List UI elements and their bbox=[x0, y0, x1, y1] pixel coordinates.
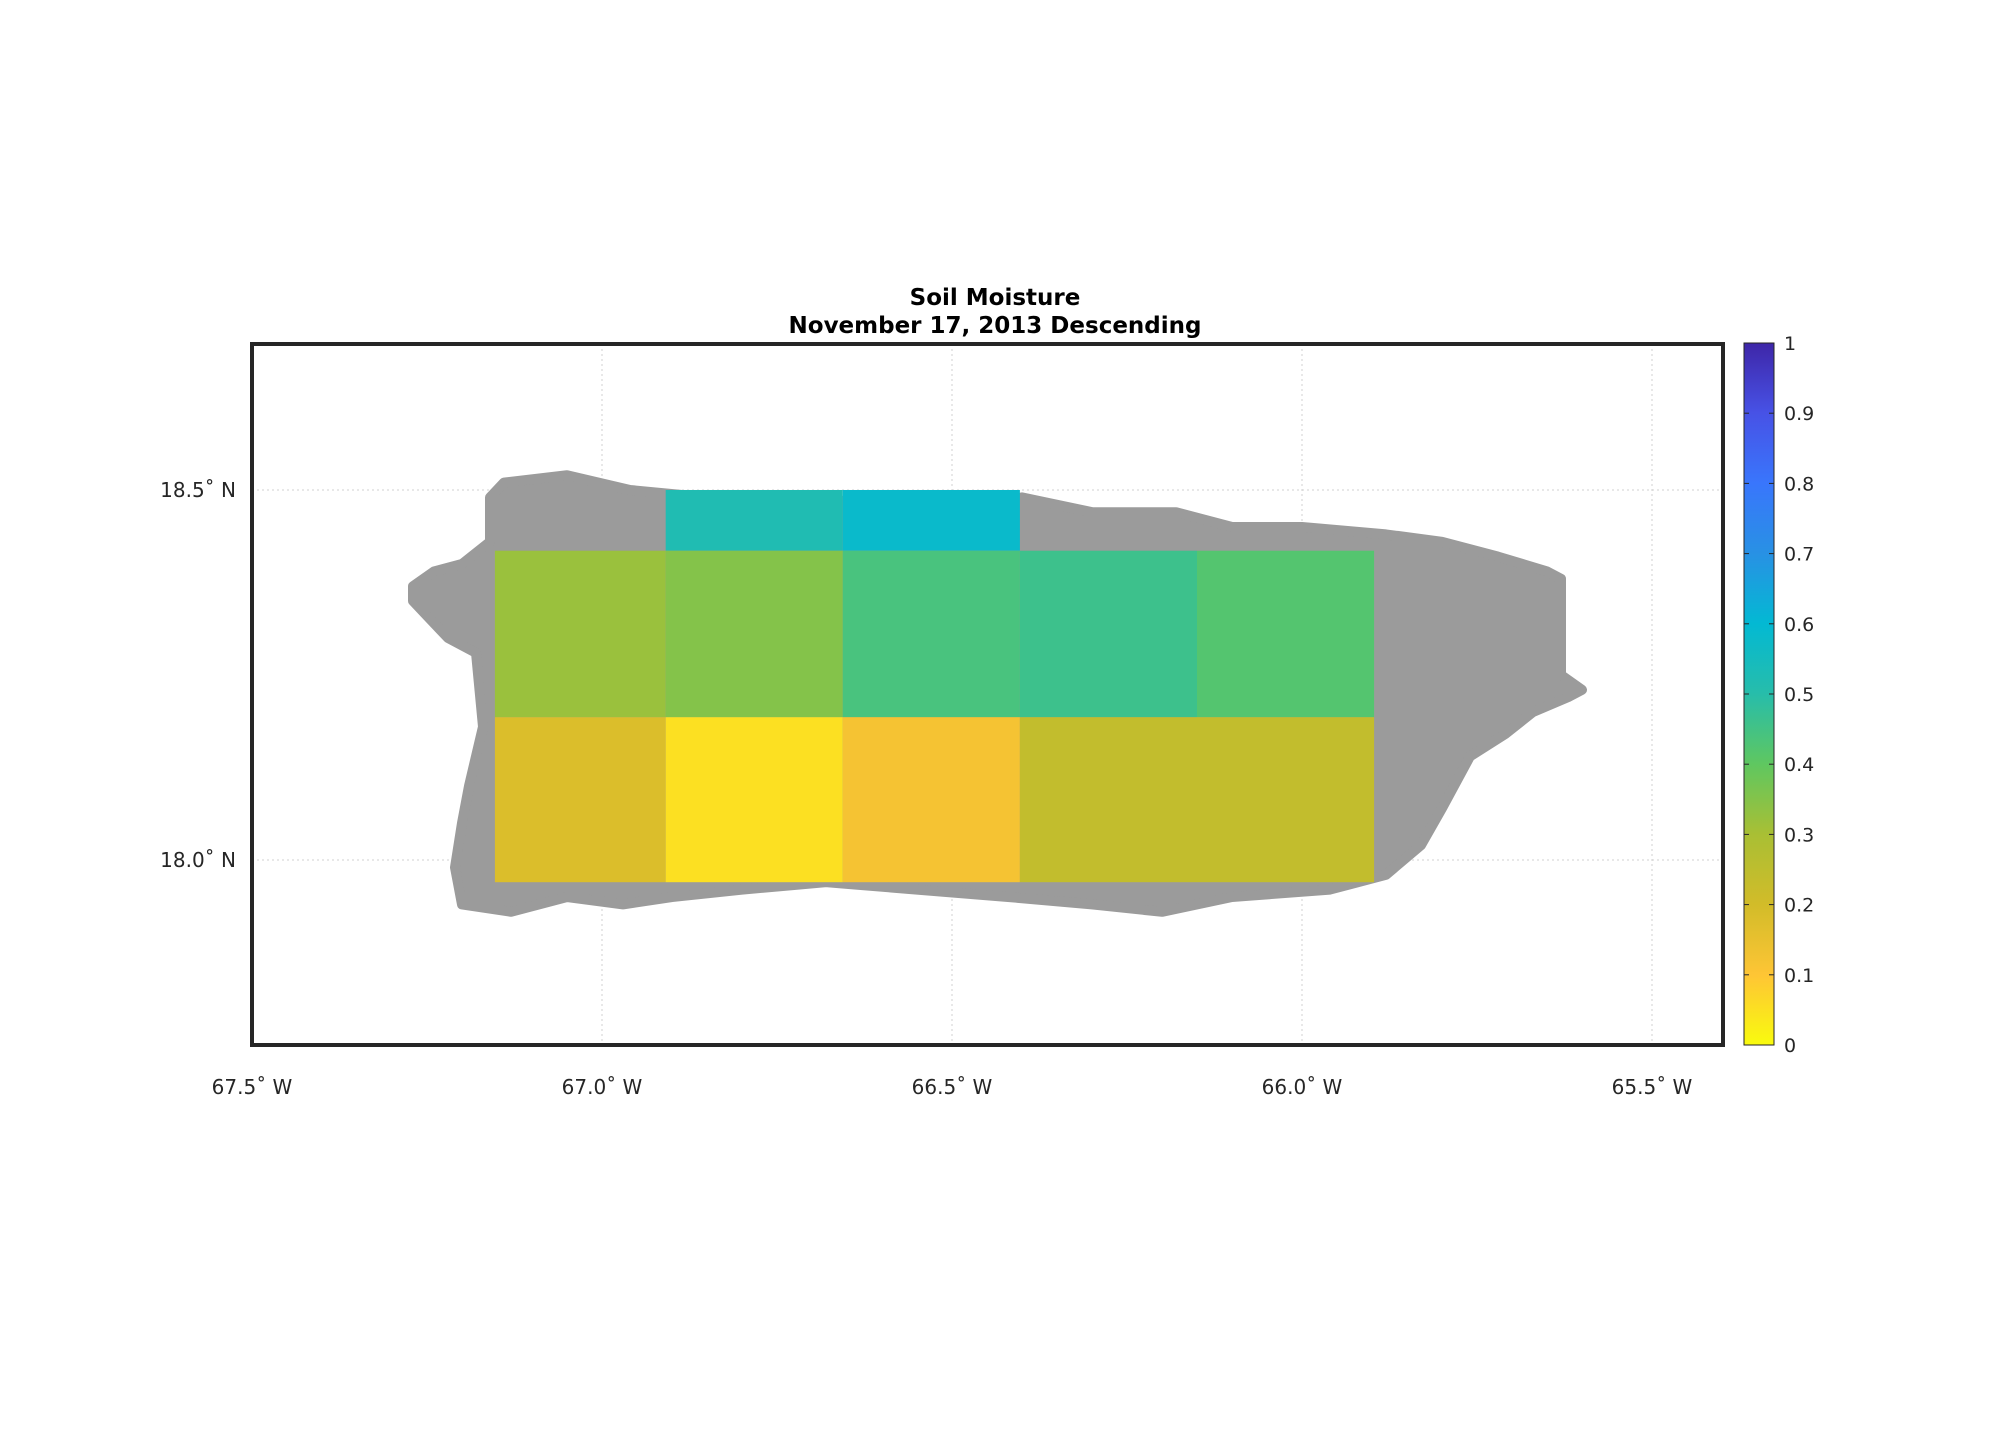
soil-moisture-cell bbox=[842, 550, 1020, 718]
soil-moisture-cell bbox=[665, 550, 843, 718]
x-axis-ticks: 67.5˚ W 67.0˚ W 66.5˚ W 66.0˚ W 65.5˚ W bbox=[212, 1075, 1693, 1099]
y-axis-ticks: 18.0˚ N 18.5˚ N bbox=[160, 478, 236, 872]
colorbar-tick-label: 0.5 bbox=[1784, 684, 1814, 706]
colorbar-tick-label: 1 bbox=[1784, 333, 1796, 355]
x-tick-label: 67.0˚ W bbox=[562, 1075, 643, 1099]
colorbar-tick-label: 0.2 bbox=[1784, 895, 1814, 917]
soil-moisture-cell bbox=[665, 717, 843, 883]
plot-area bbox=[250, 342, 1725, 1047]
x-tick-label: 67.5˚ W bbox=[212, 1075, 293, 1099]
colorbar-tick-label: 0.1 bbox=[1784, 965, 1814, 987]
chart-title: Soil Moisture bbox=[910, 285, 1081, 311]
colorbar: 0 0.1 0.2 0.3 0.4 0.5 0.6 0.7 0.8 0.9 1 bbox=[1743, 333, 1814, 1057]
y-tick-label: 18.5˚ N bbox=[160, 478, 236, 502]
soil-moisture-cell bbox=[1019, 717, 1197, 883]
colorbar-ticks: 0 0.1 0.2 0.3 0.4 0.5 0.6 0.7 0.8 0.9 1 bbox=[1744, 333, 1814, 1057]
soil-moisture-cells bbox=[494, 490, 1375, 883]
soil-moisture-cell bbox=[665, 490, 843, 551]
soil-moisture-cell bbox=[842, 490, 1020, 551]
colorbar-tick-label: 0 bbox=[1784, 1035, 1796, 1057]
soil-moisture-cell bbox=[1197, 717, 1375, 883]
colorbar-tick-label: 0.8 bbox=[1784, 473, 1814, 495]
colorbar-tick-label: 0.9 bbox=[1784, 403, 1814, 425]
soil-moisture-cell bbox=[494, 717, 666, 883]
x-tick-label: 66.5˚ W bbox=[912, 1075, 993, 1099]
colorbar-tick-label: 0.3 bbox=[1784, 824, 1814, 846]
soil-moisture-cell bbox=[494, 550, 666, 718]
chart-subtitle: November 17, 2013 Descending bbox=[789, 313, 1202, 339]
y-tick-label: 18.0˚ N bbox=[160, 848, 236, 872]
x-tick-label: 66.0˚ W bbox=[1262, 1075, 1343, 1099]
soil-moisture-cell bbox=[842, 717, 1020, 883]
colorbar-tick-label: 0.7 bbox=[1784, 544, 1814, 566]
colorbar-tick-label: 0.6 bbox=[1784, 614, 1814, 636]
x-tick-label: 65.5˚ W bbox=[1612, 1075, 1693, 1099]
soil-moisture-cell bbox=[1197, 550, 1375, 718]
colorbar-tick-label: 0.4 bbox=[1784, 754, 1814, 776]
soil-moisture-cell bbox=[1019, 550, 1197, 718]
plot-frame bbox=[250, 342, 1725, 1047]
